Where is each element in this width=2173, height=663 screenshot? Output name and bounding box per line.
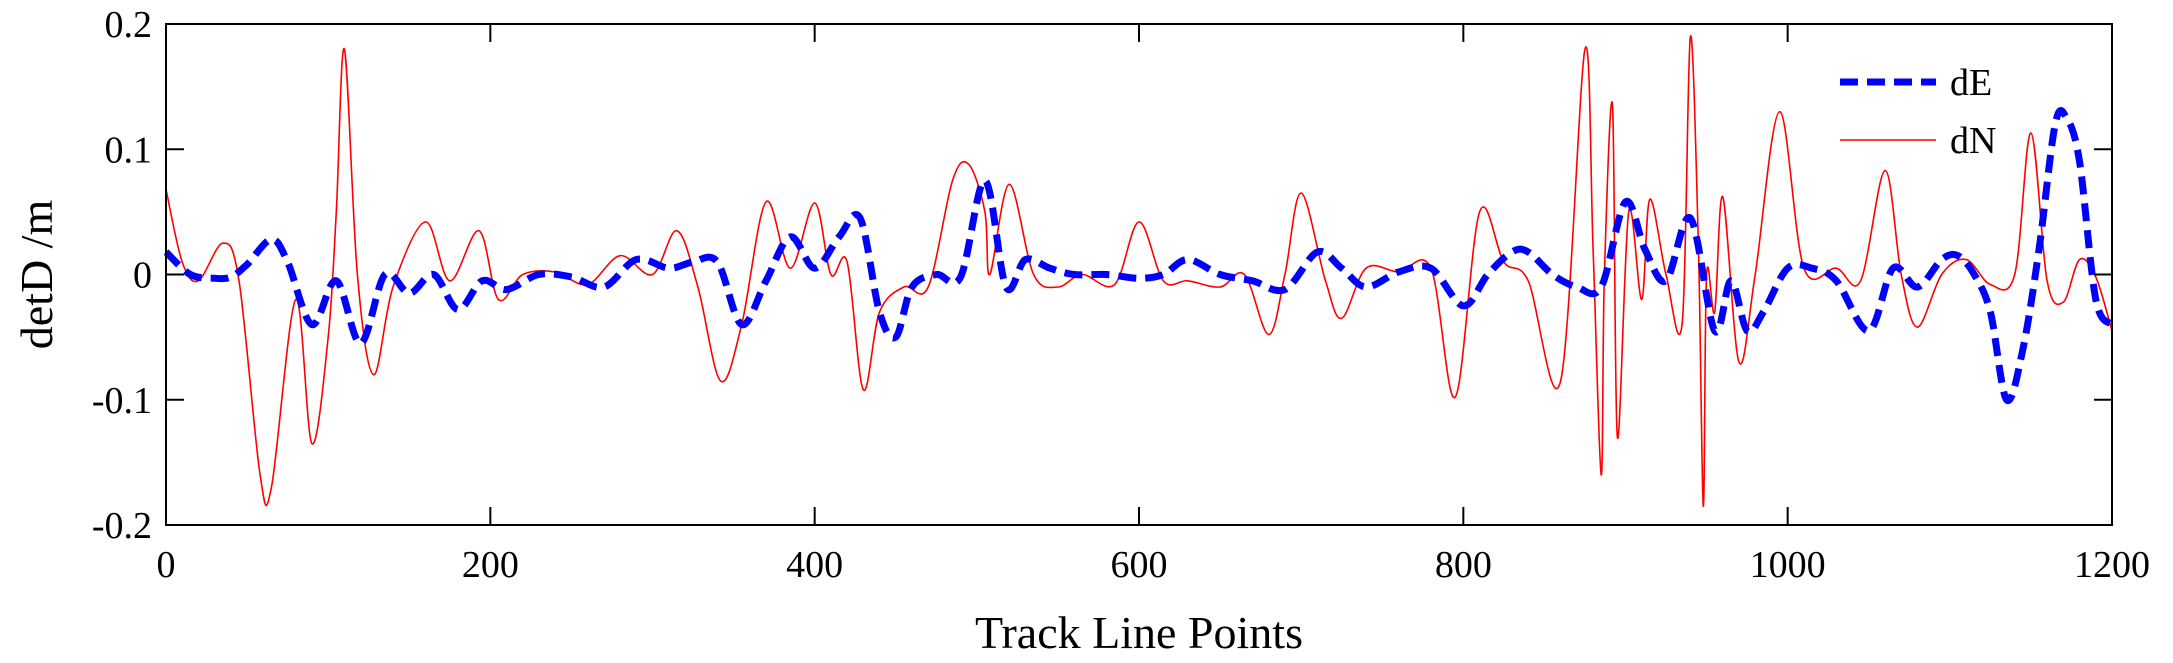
y-tick-label: -0.1 [92,380,152,422]
y-tick-label: 0.1 [105,129,153,171]
series-layer [163,35,2115,508]
x-tick-label: 1000 [1750,544,1826,586]
legend-label-dE: dE [1950,62,1992,104]
y-axis-label: detD /m [11,200,62,350]
legend: dE dN [1840,62,1996,162]
x-tick-label: 600 [1111,544,1168,586]
plot-area-frame [165,23,2113,526]
series-line-dE [163,107,2115,405]
legend-label-dN: dN [1950,120,1996,162]
x-tick-label: 400 [786,544,843,586]
x-axis-label: Track Line Points [975,607,1303,658]
y-tick-label: 0.2 [105,4,153,46]
series-line-dN [165,35,2113,508]
y-tick-label: -0.2 [92,505,152,547]
x-tick-label: 0 [157,544,176,586]
x-tick-label: 800 [1435,544,1492,586]
x-tick-label: 1200 [2074,544,2150,586]
y-tick-label: 0 [133,255,152,297]
ticks-layer: 0 200 400 600 800 1000 1200 -0.2 -0.1 0 0.1 0.2 [92,4,2150,586]
x-tick-label: 200 [462,544,519,586]
